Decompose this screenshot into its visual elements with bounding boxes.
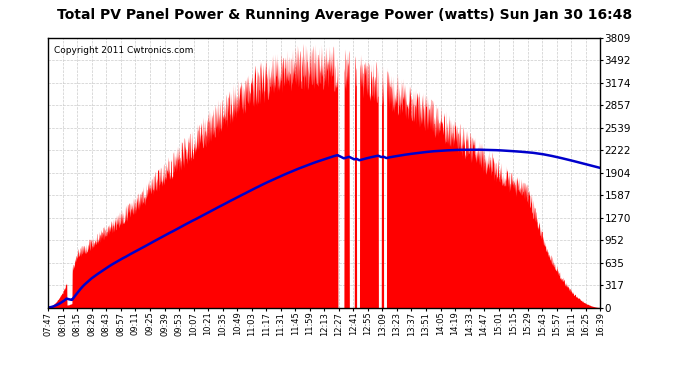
- Text: Total PV Panel Power & Running Average Power (watts) Sun Jan 30 16:48: Total PV Panel Power & Running Average P…: [57, 8, 633, 21]
- Text: Copyright 2011 Cwtronics.com: Copyright 2011 Cwtronics.com: [54, 46, 193, 55]
